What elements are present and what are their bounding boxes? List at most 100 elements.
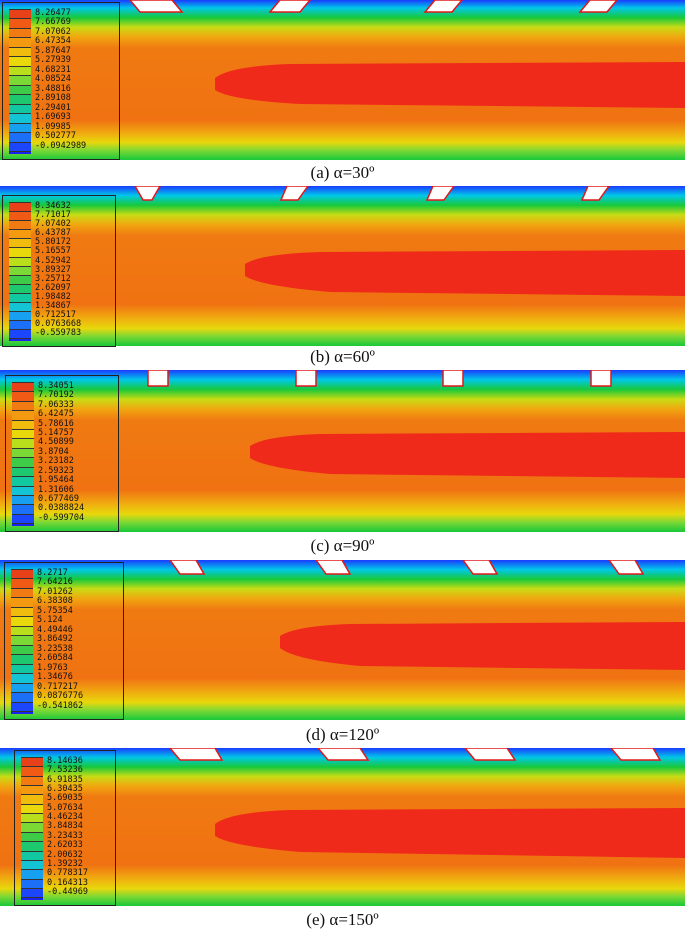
core-region-e [215, 808, 685, 858]
legend-swatch [21, 841, 43, 852]
legend-value: 4.68231 [35, 64, 71, 75]
legend-value: 4.50899 [38, 437, 74, 448]
legend-value: 8.34051 [38, 381, 74, 391]
legend-swatch [9, 122, 31, 133]
panel-b: 8.34632 7.71017 7.07402 6.43787 5.80172 5.165… [0, 186, 685, 370]
legend-value: -0.559783 [35, 328, 82, 339]
legend-swatch [11, 606, 33, 617]
legend-swatch [21, 887, 43, 898]
legend-value: 7.07062 [35, 26, 71, 37]
legend-swatch [12, 494, 34, 505]
legend-value: 2.62097 [35, 282, 71, 293]
legend-value: 1.34867 [35, 301, 71, 311]
legend-value: 0.502777 [35, 131, 76, 142]
legend-swatch [12, 476, 34, 487]
legend-value: -0.44969 [47, 886, 88, 897]
legend-swatch [9, 9, 31, 19]
caption-e: (e) α=150º [306, 910, 379, 929]
tabs-b [134, 186, 610, 201]
tabs-e [169, 748, 662, 761]
legend-value: 6.43787 [35, 228, 71, 239]
legend-value: 2.29401 [35, 102, 71, 113]
legend-value: 0.0763668 [35, 319, 82, 330]
legend-swatch [11, 587, 33, 598]
legend-swatch [9, 229, 31, 240]
legend-value: 7.66769 [35, 17, 71, 28]
legend-value: 2.00632 [47, 849, 83, 860]
legend-swatch [21, 878, 43, 889]
caption-d: (d) α=120º [305, 725, 380, 744]
legend-value: 1.95464 [38, 475, 74, 486]
legend-swatch [9, 113, 31, 124]
legend-value: 0.164313 [47, 877, 88, 888]
legend-value: 3.23182 [38, 456, 74, 467]
legend-a: 8.26477 7.66769 7.07062 6.47354 5.87647 5.279… [2, 2, 120, 160]
legend-swatch [12, 457, 34, 468]
legend-swatch [21, 757, 43, 767]
legend-swatch [9, 311, 31, 322]
legend-swatch [11, 682, 33, 693]
legend-value: 5.124 [37, 615, 63, 626]
legend-swatch [11, 654, 33, 665]
legend-value: 2.60584 [37, 653, 73, 664]
legend-swatch [21, 850, 43, 861]
legend-value: 7.01262 [37, 586, 73, 597]
legend-swatch [9, 302, 31, 312]
caption-c: (c) α=90º [310, 536, 375, 555]
legend-swatch [21, 766, 43, 777]
legend-swatch [12, 523, 34, 527]
core-region-a [215, 62, 685, 108]
legend-swatch [21, 897, 43, 901]
legend-swatch [21, 775, 43, 786]
legend-swatch [9, 103, 31, 114]
legend-swatch [12, 429, 34, 440]
legend-swatch [12, 466, 34, 477]
tabs-c [147, 370, 612, 387]
legend-swatch [21, 859, 43, 870]
legend-value: 6.47354 [35, 36, 71, 47]
legend-swatch [9, 94, 31, 105]
legend-value: 0.712517 [35, 310, 76, 321]
legend-value: -0.0942989 [35, 140, 87, 151]
legend-swatch [9, 211, 31, 222]
legend-value: 3.23433 [47, 830, 83, 841]
legend-value: 5.07634 [47, 802, 83, 813]
legend-swatch [9, 37, 31, 48]
legend-swatch [12, 513, 34, 524]
legend-swatch [9, 132, 31, 143]
legend-value: 5.16557 [35, 246, 71, 257]
contour-field-b [0, 186, 685, 346]
legend-value: 2.59323 [38, 465, 74, 476]
legend-swatch [9, 56, 31, 67]
legend-value: 0.0876776 [37, 691, 84, 702]
legend-swatch [11, 625, 33, 636]
contour-field-c [0, 370, 685, 532]
legend-value: 0.778317 [47, 868, 88, 879]
panel-d: 8.2717 7.64216 7.01262 6.38308 5.75354 5.124 4… [0, 560, 685, 748]
legend-value: 1.34676 [37, 672, 73, 683]
legend-swatch [11, 701, 33, 712]
legend-value: 7.53236 [47, 765, 83, 776]
tabs-d [169, 560, 645, 575]
legend-d: 8.2717 7.64216 7.01262 6.38308 5.75354 5.124 4… [4, 562, 124, 720]
legend-swatch [21, 822, 43, 833]
legend-value: 4.49446 [37, 624, 73, 635]
legend-swatch [11, 711, 33, 715]
core-region-c [250, 432, 685, 478]
legend-swatch [11, 578, 33, 589]
legend-swatch [9, 256, 31, 267]
legend-value: 8.2717 [37, 568, 68, 578]
legend-swatch [9, 84, 31, 95]
legend-swatch [12, 485, 34, 496]
legend-value: 8.26477 [35, 8, 71, 18]
legend-value: 1.9763 [37, 662, 68, 673]
core-region-b [245, 250, 685, 296]
legend-swatch [12, 382, 34, 392]
legend-swatch [9, 220, 31, 231]
tabs-a [129, 0, 618, 13]
legend-value: 3.8704 [38, 446, 69, 457]
legend-value: 5.69035 [47, 793, 83, 804]
legend-value: 0.0388824 [38, 503, 85, 514]
legend-swatch [12, 391, 34, 402]
legend-value: 5.27939 [35, 55, 71, 66]
